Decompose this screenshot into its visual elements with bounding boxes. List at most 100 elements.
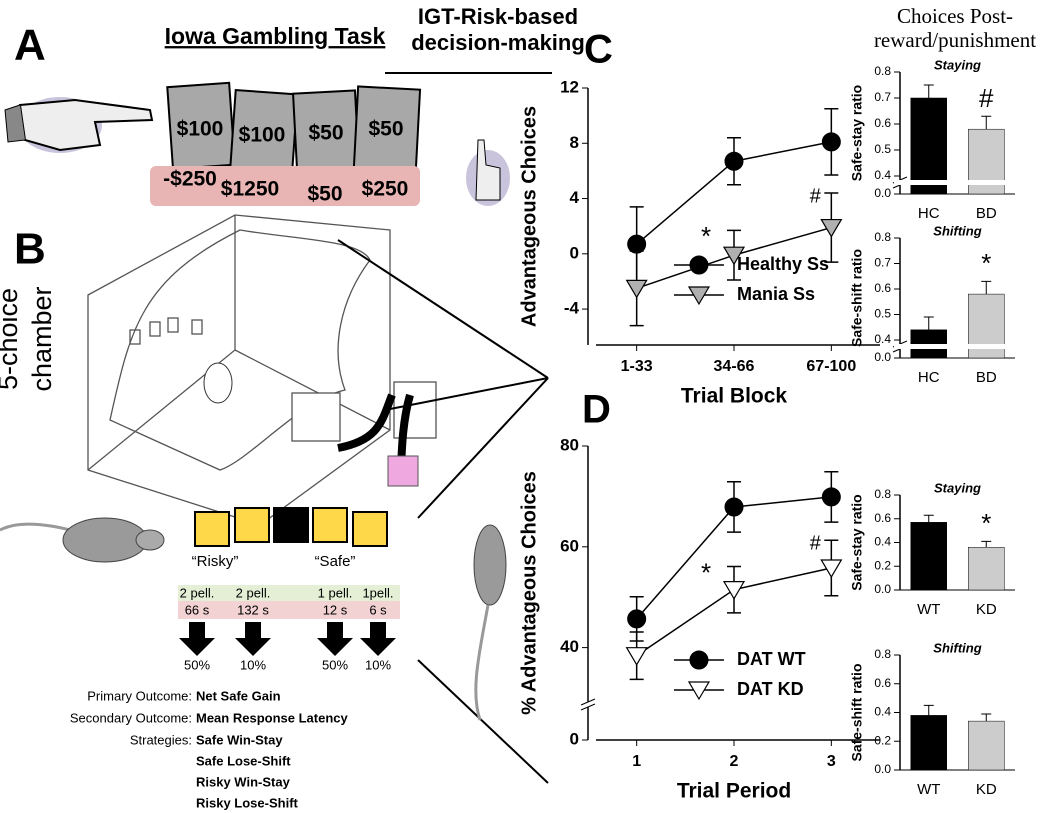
timeout: 132 s xyxy=(237,602,269,617)
x-tick-label: WT xyxy=(917,781,940,798)
point xyxy=(820,218,843,238)
outcome-value: Mean Response Latency xyxy=(196,710,348,725)
y-tick-label: 0.8 xyxy=(874,64,891,78)
y-tick-label: 80 xyxy=(560,435,579,454)
strategy: Safe Win-Stay xyxy=(196,732,283,747)
arrow xyxy=(317,622,353,656)
panel-title: IGT-Risk-based decision-making xyxy=(411,4,585,55)
bar xyxy=(968,720,1005,771)
y-tick-label: 0.2 xyxy=(874,733,891,747)
cards xyxy=(166,81,422,178)
pointing-hand xyxy=(4,97,154,153)
point xyxy=(625,279,648,299)
legend-marker xyxy=(687,286,711,306)
reward: 2 pell. xyxy=(236,585,271,600)
x-tick-label: WT xyxy=(917,601,940,618)
x-tick-label: 3 xyxy=(827,753,836,770)
y-tick-label: 0.5 xyxy=(874,307,891,321)
axis-break xyxy=(580,698,596,711)
annotation: * xyxy=(701,557,711,587)
x-tick-label: KD xyxy=(976,601,997,618)
y-tick-label: 0.4 xyxy=(874,332,891,346)
x-tick-label: 2 xyxy=(730,753,739,770)
timeout: 6 s xyxy=(369,602,387,617)
error-bar xyxy=(981,280,992,295)
pointing-hand-up xyxy=(466,139,510,206)
timeout: 12 s xyxy=(323,602,348,617)
strategies-label: Strategies: xyxy=(130,732,192,747)
y-axis-label: Advantageous Choices xyxy=(518,106,540,327)
y-tick-label: 0.6 xyxy=(874,676,891,690)
error-bar xyxy=(923,704,934,716)
reward: 1pell. xyxy=(362,585,393,600)
point xyxy=(820,559,843,579)
y-tick-label: 0.5 xyxy=(874,142,891,156)
x-tick-label: BD xyxy=(976,205,997,222)
point xyxy=(821,132,841,152)
y-tick-label: 40 xyxy=(560,637,579,656)
y-tick-label: 0.4 xyxy=(874,705,891,719)
y-tick-label: 0.0 xyxy=(874,582,891,596)
y-tick-label: 0.0 xyxy=(874,350,891,364)
strategy: Risky Win-Stay xyxy=(196,774,291,789)
probability: 10% xyxy=(240,657,266,672)
y-tick-label: 0.8 xyxy=(874,487,891,501)
y-tick-label: 0.0 xyxy=(874,762,891,776)
y-axis-label: Safe-shift ratio xyxy=(849,249,865,347)
bar xyxy=(910,715,947,771)
side-title: Choices Post-reward/punishment xyxy=(873,4,1037,52)
connector xyxy=(417,377,549,519)
arrow xyxy=(179,622,215,656)
x-tick-label: KD xyxy=(976,781,997,798)
panel-label: D xyxy=(582,388,611,432)
legend-label: Mania Ss xyxy=(737,284,815,304)
connector xyxy=(337,239,549,379)
panel-label: C xyxy=(584,28,613,72)
y-axis-label: Safe-stay ratio xyxy=(849,85,865,181)
point xyxy=(722,581,746,600)
chamber xyxy=(87,214,437,526)
x-tick-label: 1-33 xyxy=(621,358,653,375)
bar xyxy=(910,97,947,195)
y-axis-label: Safe-shift ratio xyxy=(849,663,865,761)
y-tick-label: 0.6 xyxy=(874,281,891,295)
strategy: Risky Lose-Shift xyxy=(196,795,299,810)
y-tick-label: 0.0 xyxy=(874,186,891,200)
axis-break-gap xyxy=(585,702,591,707)
arrow xyxy=(360,622,396,656)
y-tick-label: 8 xyxy=(570,133,579,152)
y-tick-label: 0.8 xyxy=(874,647,891,661)
stimulus-holes xyxy=(194,507,388,547)
arrow xyxy=(235,622,271,656)
y-tick-label: 0 xyxy=(570,243,579,262)
mouse-left xyxy=(0,517,165,563)
x-axis-label: Trial Period xyxy=(677,780,791,803)
x-tick-label: BD xyxy=(976,369,997,386)
panel-title: Iowa Gambling Task xyxy=(165,23,386,49)
axis-break-gap xyxy=(894,180,1015,185)
side-text: 5-choice chamber xyxy=(0,286,57,392)
y-tick-label: 0.2 xyxy=(874,558,891,572)
error-bar xyxy=(981,540,992,548)
legend-label: DAT WT xyxy=(737,649,806,669)
outcome-value: Net Safe Gain xyxy=(196,688,281,703)
x-tick-label: 34-66 xyxy=(714,358,755,375)
x-tick-label: 1 xyxy=(632,753,641,770)
legend-label: Healthy Ss xyxy=(737,254,829,274)
point xyxy=(625,647,648,666)
subtitle: Shifting xyxy=(933,223,981,238)
y-tick-label: -4 xyxy=(564,299,580,318)
reward: 2 pell. xyxy=(180,585,215,600)
y-tick-label: 60 xyxy=(560,536,579,555)
y-tick-label: 0.4 xyxy=(874,535,891,549)
loss-band xyxy=(150,166,420,206)
y-tick-label: 0.7 xyxy=(874,90,891,104)
connector xyxy=(417,659,549,784)
subtitle: Staying xyxy=(934,57,981,72)
axis-break-gap xyxy=(894,344,1015,349)
x-tick-label: HC xyxy=(918,369,940,386)
annotation: # xyxy=(810,533,822,555)
panel-label: A xyxy=(14,21,46,70)
y-tick-label: 0.6 xyxy=(874,116,891,130)
